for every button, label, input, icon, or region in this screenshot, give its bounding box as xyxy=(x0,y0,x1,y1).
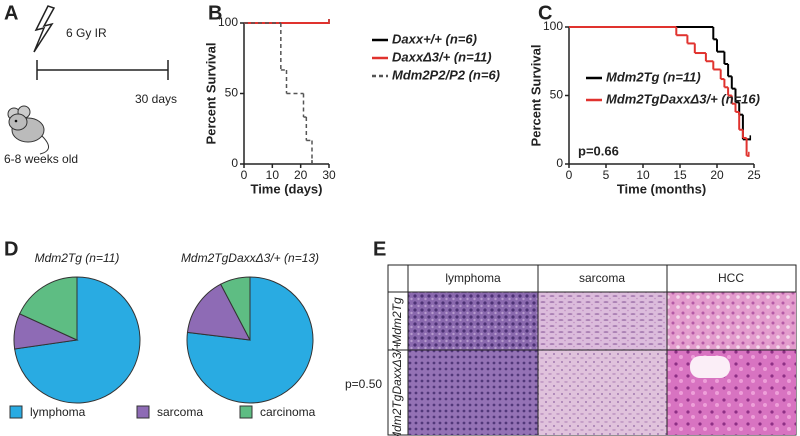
y-tick-label: 50 xyxy=(225,86,239,100)
x-tick-label: 10 xyxy=(636,168,650,182)
legend-label: lymphoma xyxy=(30,405,86,419)
duration-label: 30 days xyxy=(135,92,177,106)
legend-label: DaxxΔ3/+ (n=11) xyxy=(392,49,492,64)
legend-swatch xyxy=(136,405,150,419)
pie-slice xyxy=(186,283,251,341)
histology-image xyxy=(408,350,538,435)
x-tick-label: 0 xyxy=(241,168,248,182)
pie-title: Mdm2TgDaxxΔ3/+ (n=13) xyxy=(181,251,319,265)
legend-label: sarcoma xyxy=(157,405,203,419)
x-tick-label: 20 xyxy=(294,168,308,182)
pie-slice xyxy=(220,276,251,341)
legend-swatch xyxy=(9,405,23,419)
y-tick-label: 0 xyxy=(556,156,563,170)
column-header: HCC xyxy=(718,271,744,285)
legend-label: Mdm2TgDaxxΔ3/+ (n=16) xyxy=(606,91,760,106)
panel-letter: B xyxy=(208,2,222,24)
y-axis-label: Percent Survival xyxy=(203,43,218,145)
histology-image xyxy=(667,350,796,435)
pie-slice xyxy=(19,276,78,341)
legend-label: Daxx+/+ (n=6) xyxy=(392,31,477,46)
y-tick-label: 0 xyxy=(231,156,238,170)
histology-panel: E lymphoma sarcoma HCC Mdm2Tg Mdm2TgDaxx… xyxy=(373,238,797,436)
x-tick-label: 10 xyxy=(266,168,280,182)
x-tick-label: 30 xyxy=(322,168,336,182)
row-header: Mdm2TgDaxxΔ3/+ xyxy=(390,342,404,436)
histology-image xyxy=(408,292,538,350)
histology-image xyxy=(667,292,796,350)
column-header: lymphoma xyxy=(445,271,501,285)
y-tick-label: 50 xyxy=(550,88,564,102)
pie-title: Mdm2Tg (n=11) xyxy=(35,251,120,265)
age-label: 6-8 weeks old xyxy=(4,152,78,166)
x-tick-label: 5 xyxy=(603,168,610,182)
column-header: sarcoma xyxy=(579,271,625,285)
legend-label: carcinoma xyxy=(260,405,316,419)
table-lines xyxy=(388,265,796,435)
p-value: p=0.66 xyxy=(578,143,619,158)
legend-label: Mdm2Tg (n=11) xyxy=(606,69,701,84)
y-axis-label: Percent Survival xyxy=(528,45,543,147)
mouse-icon xyxy=(7,105,49,155)
x-tick-label: 0 xyxy=(566,168,573,182)
x-axis-label: Time (months) xyxy=(617,181,706,196)
x-tick-label: 25 xyxy=(747,168,761,182)
pie-slice xyxy=(186,276,314,404)
x-axis-label: Time (days) xyxy=(250,181,322,196)
row-header: Mdm2Tg xyxy=(390,297,404,345)
panel-letter: C xyxy=(538,2,552,24)
histology-detail xyxy=(690,356,730,378)
radiation-icon xyxy=(33,5,56,53)
panel-letter: E xyxy=(373,238,386,260)
histology-image xyxy=(538,292,667,350)
panel-letter: A xyxy=(4,2,18,24)
x-tick-label: 15 xyxy=(673,168,687,182)
legend-swatch xyxy=(239,405,253,419)
p-value: p=0.50 xyxy=(345,377,382,391)
panel-letter: D xyxy=(4,238,18,260)
y-tick-label: 100 xyxy=(543,19,563,33)
y-tick-label: 100 xyxy=(218,15,238,29)
dose-label: 6 Gy IR xyxy=(66,26,107,40)
legend-label: Mdm2P2/P2 (n=6) xyxy=(392,67,500,82)
x-tick-label: 20 xyxy=(710,168,724,182)
histology-image xyxy=(538,350,667,435)
